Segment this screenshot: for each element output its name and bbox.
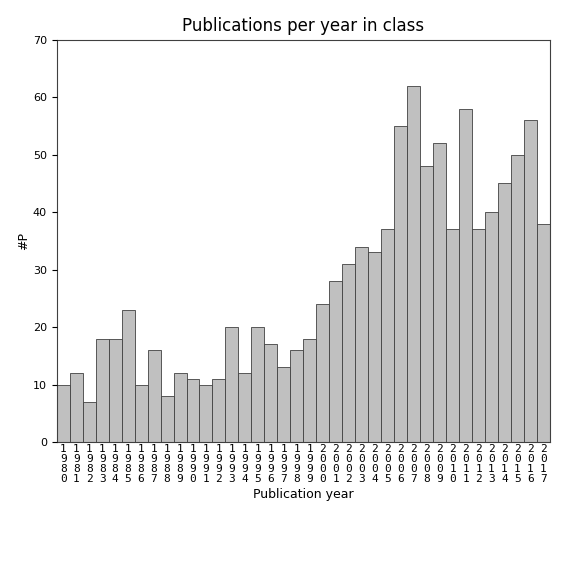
Bar — [213, 379, 226, 442]
Y-axis label: #P: #P — [17, 232, 30, 250]
X-axis label: Publication year: Publication year — [253, 488, 354, 501]
Bar — [277, 367, 290, 442]
Bar — [121, 310, 134, 442]
Bar — [420, 166, 433, 442]
Bar — [109, 338, 121, 442]
Bar — [368, 252, 381, 442]
Bar — [511, 155, 524, 442]
Bar — [524, 120, 537, 442]
Bar — [446, 230, 459, 442]
Bar — [70, 373, 83, 442]
Bar — [239, 373, 251, 442]
Bar — [290, 350, 303, 442]
Bar — [407, 86, 420, 442]
Bar — [381, 230, 394, 442]
Bar — [472, 230, 485, 442]
Bar — [485, 212, 498, 442]
Bar — [303, 338, 316, 442]
Bar — [394, 126, 407, 442]
Bar — [356, 247, 368, 442]
Bar — [537, 224, 550, 442]
Bar — [342, 264, 356, 442]
Bar — [96, 338, 109, 442]
Bar — [200, 385, 213, 442]
Bar — [329, 281, 342, 442]
Bar — [433, 143, 446, 442]
Bar — [459, 109, 472, 442]
Bar — [498, 184, 511, 442]
Bar — [226, 327, 239, 442]
Bar — [57, 385, 70, 442]
Bar — [264, 345, 277, 442]
Bar — [147, 350, 160, 442]
Bar — [83, 402, 96, 442]
Bar — [316, 304, 329, 442]
Title: Publications per year in class: Publications per year in class — [182, 18, 425, 35]
Bar — [134, 385, 147, 442]
Bar — [174, 373, 187, 442]
Bar — [160, 396, 174, 442]
Bar — [251, 327, 264, 442]
Bar — [187, 379, 200, 442]
